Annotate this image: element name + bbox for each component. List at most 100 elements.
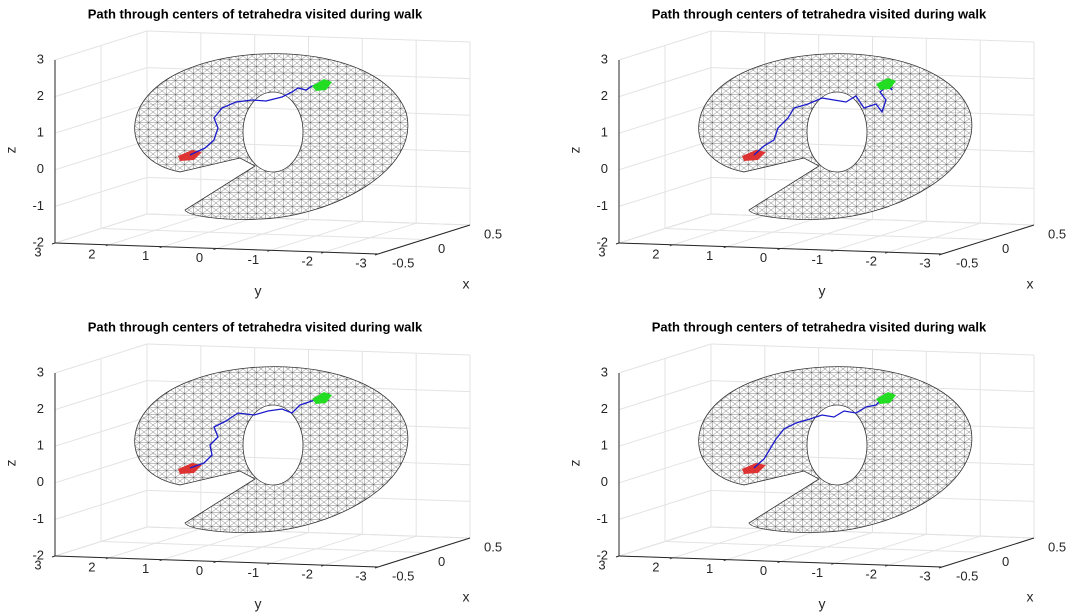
start-region	[742, 463, 766, 474]
y-tick-label: -3	[355, 255, 367, 270]
x-tick-label: 0	[1002, 554, 1009, 569]
y-tick-label: 1	[142, 561, 149, 576]
z-axis-label: z	[3, 460, 19, 467]
y-tick-label: -1	[248, 565, 260, 580]
chart-title: Path through centers of tetrahedra visit…	[652, 319, 987, 334]
y-tick-label: 2	[652, 559, 659, 574]
axis-line	[377, 537, 471, 568]
x-tick-label: -0.5	[392, 568, 414, 583]
y-tick-label: 0	[760, 250, 767, 265]
z-tick-label: 2	[601, 401, 608, 416]
z-tick-label: -1	[596, 511, 608, 526]
grid-line	[54, 213, 148, 244]
y-tick	[615, 242, 620, 245]
z-tick-label: 1	[37, 125, 44, 140]
x-tick-label: 0.5	[484, 226, 502, 241]
y-tick-label: -2	[865, 567, 877, 582]
x-tick-label: 0	[438, 241, 445, 256]
z-tick-label: 1	[601, 438, 608, 453]
z-tick-label: -2	[596, 234, 608, 249]
x-tick-label: 0	[438, 554, 445, 569]
grid-line	[54, 343, 148, 374]
grid-line	[710, 30, 1035, 43]
mesh-surface	[134, 366, 409, 533]
grid-line	[54, 489, 148, 520]
y-tick-label: -3	[919, 255, 931, 270]
grid-line	[618, 489, 712, 520]
y-tick-label: -1	[812, 252, 824, 267]
x-tick-label: -0.5	[956, 568, 978, 583]
y-tick-label: 2	[88, 559, 95, 574]
end-region	[876, 392, 896, 404]
grid-line	[618, 103, 712, 134]
x-axis-label: x	[1027, 276, 1034, 292]
walk-path	[753, 398, 889, 469]
y-axis-label: y	[255, 596, 262, 612]
chart-title: Path through centers of tetrahedra visit…	[88, 319, 423, 334]
grid-line	[618, 416, 712, 447]
z-tick-label: 2	[601, 88, 608, 103]
grid-line	[54, 380, 148, 411]
z-tick-label: -1	[32, 511, 44, 526]
grid-line	[710, 343, 1035, 356]
y-axis-label: y	[819, 596, 826, 612]
x-tick-label: 0.5	[484, 539, 502, 554]
y-tick	[51, 555, 56, 558]
y-tick-label: 1	[142, 248, 149, 263]
axis-line	[377, 224, 471, 255]
grid-line	[146, 30, 471, 43]
x-axis-label: x	[463, 276, 470, 292]
z-tick-label: 0	[601, 161, 608, 176]
y-tick-label: -3	[355, 568, 367, 583]
mesh-surface	[134, 53, 409, 220]
grid-line	[54, 176, 148, 207]
x-axis-label: x	[1027, 589, 1034, 605]
grid-line	[54, 416, 148, 447]
y-tick-label: 3	[598, 557, 605, 572]
y-tick-label: 1	[706, 561, 713, 576]
mesh-surface	[698, 53, 973, 220]
start-region	[742, 150, 766, 161]
z-tick-label: 3	[601, 51, 608, 66]
mesh-surface	[698, 366, 973, 533]
y-tick-label: -1	[248, 252, 260, 267]
y-tick-label: 0	[196, 250, 203, 265]
x-tick-label: 0.5	[1048, 226, 1066, 241]
axis-line	[618, 555, 943, 568]
z-tick-label: 1	[601, 125, 608, 140]
grid-line	[618, 526, 712, 557]
y-axis-label: y	[255, 283, 262, 299]
x-tick-label: 0	[1002, 241, 1009, 256]
panel: 3 2 1 0 -1 -2 -3 -0.5 0 0.5 -2 -1 0 1 2 3 Path through c…	[567, 319, 1066, 611]
grid-line	[54, 453, 148, 484]
grid-line	[618, 67, 712, 98]
walk-path	[189, 396, 323, 469]
z-tick-label: -2	[596, 547, 608, 562]
grid-line	[618, 176, 712, 207]
end-region	[312, 392, 332, 404]
y-tick-label: -3	[919, 568, 931, 583]
z-axis-label: z	[3, 147, 19, 154]
walk-path	[189, 83, 323, 156]
grid-line	[54, 140, 148, 171]
axis-line	[618, 242, 943, 255]
grid-line	[664, 541, 989, 553]
grid-line	[618, 453, 712, 484]
y-tick-label: 2	[652, 246, 659, 261]
grid-line	[618, 140, 712, 171]
end-region	[312, 79, 332, 91]
z-tick-label: -1	[32, 198, 44, 213]
y-tick-label: -2	[865, 254, 877, 269]
y-axis-label: y	[819, 283, 826, 299]
z-tick-label: 3	[601, 364, 608, 379]
axis-line	[54, 242, 379, 255]
z-axis-label: z	[567, 460, 583, 467]
panel: 3 2 1 0 -1 -2 -3 -0.5 0 0.5 -2 -1 0 1 2 3 Path through c…	[3, 319, 502, 611]
chart-title: Path through centers of tetrahedra visit…	[652, 6, 987, 21]
y-tick	[51, 242, 56, 245]
x-tick-label: 0.5	[1048, 539, 1066, 554]
z-tick-label: 1	[37, 438, 44, 453]
panel: 3 2 1 0 -1 -2 -3 -0.5 0 0.5 -2 -1 0 1 2 3 Path through c…	[567, 6, 1066, 298]
axis-line	[941, 537, 1035, 568]
